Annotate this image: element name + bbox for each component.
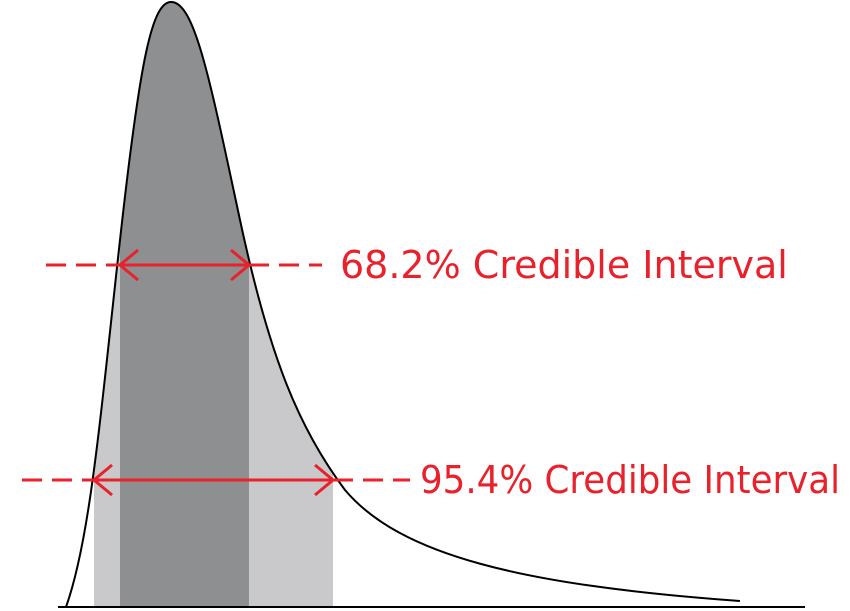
inner-interval-label: 68.2% Credible Interval xyxy=(340,243,788,287)
distribution-curve xyxy=(65,0,741,608)
outer-left-arrowhead-icon xyxy=(91,463,113,497)
outer-interval-label: 95.4% Credible Interval xyxy=(420,458,840,502)
outer-interval-annotation: 95.4% Credible Interval xyxy=(22,458,840,502)
inner-left-arrowhead-icon xyxy=(117,248,139,282)
inner-interval-annotation: 68.2% Credible Interval xyxy=(46,243,788,287)
